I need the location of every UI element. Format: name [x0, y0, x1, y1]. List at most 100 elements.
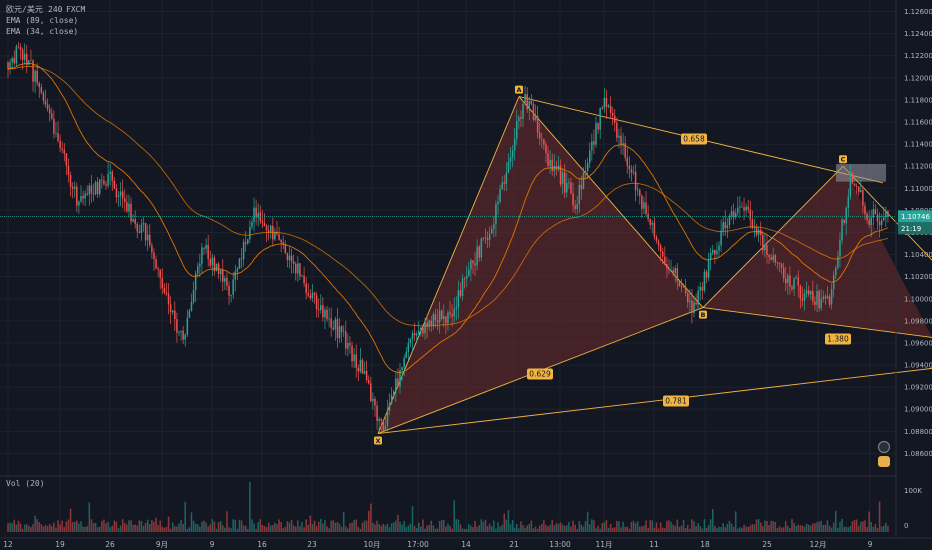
- volume-bar: [48, 523, 51, 532]
- volume-bar: [374, 524, 376, 532]
- volume-bar: [178, 523, 180, 532]
- candle-body: [534, 115, 537, 120]
- candle-body: [857, 186, 860, 193]
- volume-bar: [292, 525, 295, 532]
- candle-body: [126, 201, 128, 212]
- volume-bar: [134, 524, 136, 532]
- volume-bar: [96, 527, 99, 532]
- candle-body: [528, 101, 531, 110]
- volume-bar: [69, 508, 72, 532]
- volume-bar: [578, 520, 581, 532]
- volume-bar: [814, 523, 816, 532]
- volume-bar: [434, 528, 437, 532]
- volume-bar: [111, 525, 114, 532]
- candle-body: [17, 46, 20, 48]
- candle-body: [536, 115, 539, 133]
- candle-body: [741, 206, 743, 208]
- candle-body: [814, 301, 816, 305]
- pattern-line-bd: [702, 307, 932, 338]
- volume-bar: [109, 527, 111, 532]
- candle-body: [766, 245, 768, 255]
- volume-bar: [522, 525, 524, 532]
- pattern-point-badge: [699, 310, 707, 319]
- candle-body: [132, 219, 134, 222]
- volume-bar: [609, 524, 612, 532]
- volume-bar: [718, 526, 720, 532]
- volume-bar: [880, 526, 883, 532]
- candle-body: [497, 201, 499, 205]
- candle-body: [78, 201, 80, 206]
- volume-bar: [707, 525, 710, 532]
- candle-body: [90, 185, 93, 194]
- candle-body: [782, 267, 785, 279]
- volume-bar: [53, 522, 55, 532]
- time-tick-label: 10月: [363, 540, 380, 549]
- volume-bar: [365, 520, 368, 532]
- volume-bar: [378, 523, 380, 532]
- volume-bar: [328, 528, 330, 532]
- candle-body: [541, 138, 543, 140]
- volume-bar: [620, 527, 622, 532]
- candle-body: [661, 251, 664, 257]
- volume-bar: [61, 520, 63, 532]
- candle-body: [803, 293, 806, 301]
- volume-bar: [194, 523, 197, 532]
- candle-body: [749, 209, 752, 220]
- volume-bar: [528, 523, 531, 532]
- volume-bar: [332, 520, 335, 532]
- candle-body: [215, 263, 218, 272]
- volume-bar: [432, 525, 435, 532]
- time-tick-label: 12月: [809, 540, 826, 549]
- candle-body: [695, 302, 697, 305]
- volume-bar: [453, 500, 455, 532]
- volume-bar: [249, 482, 251, 532]
- candle-body: [461, 278, 464, 296]
- volume-bar: [499, 526, 501, 532]
- volume-bar: [651, 520, 654, 532]
- candle-body: [340, 326, 343, 333]
- candle-body: [490, 228, 493, 234]
- volume-bar: [107, 521, 109, 532]
- candle-body: [261, 221, 264, 223]
- volume-bar: [372, 522, 374, 532]
- candle-body: [69, 174, 72, 187]
- volume-bar: [338, 523, 341, 532]
- volume-bar: [315, 526, 318, 532]
- volume-bar: [484, 519, 487, 532]
- volume-bar: [203, 520, 205, 532]
- volume-bar: [807, 524, 810, 532]
- ratio-label-1: 0.629: [527, 368, 553, 380]
- volume-bar: [787, 525, 789, 532]
- volume-bar: [17, 520, 20, 532]
- pattern-labels[interactable]: X A B C 0.658 0.629 1.380 0.781: [374, 85, 851, 445]
- candle-body: [472, 260, 474, 264]
- candle-body: [607, 105, 610, 107]
- volume-bar: [236, 528, 239, 532]
- volume-bar: [555, 523, 558, 532]
- candle-body: [599, 107, 601, 130]
- volume-bar: [557, 523, 560, 532]
- volume-bar: [238, 519, 241, 532]
- volume-bar: [19, 523, 22, 532]
- volume-bar: [224, 527, 226, 532]
- candle-body: [493, 224, 495, 229]
- volume-bar: [703, 519, 706, 532]
- pattern-line-xd: [377, 367, 932, 434]
- alert-circle-icon: [877, 440, 891, 454]
- candle-body: [545, 144, 547, 154]
- candle-body: [213, 257, 216, 272]
- candle-body: [880, 220, 883, 226]
- volume-bar: [397, 514, 399, 532]
- volume-bar: [94, 522, 97, 532]
- candle-body: [837, 256, 839, 268]
- candle-body: [678, 280, 681, 287]
- candle-body: [186, 317, 189, 335]
- candle-body: [518, 117, 520, 121]
- volume-bar: [830, 527, 833, 532]
- candle-body: [370, 383, 372, 402]
- volume-bar: [84, 526, 86, 532]
- candle-body: [434, 314, 437, 321]
- price-tick-label: 1.10400: [904, 251, 932, 259]
- candle-body: [136, 223, 139, 232]
